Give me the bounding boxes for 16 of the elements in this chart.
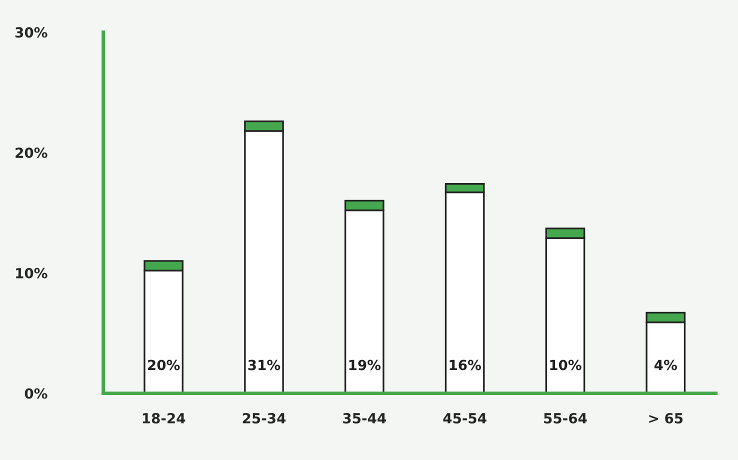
annotation: 10% [550, 360, 582, 370]
annotation: 16% [450, 360, 481, 370]
annotation: 31% [248, 360, 280, 370]
annotation: 19% [349, 360, 381, 370]
y-tick-label: 10% [16, 268, 48, 278]
x-tick-label: 45-54 [443, 413, 486, 424]
y-tick-label: 20% [16, 148, 48, 158]
x-tick-label: 25-34 [242, 412, 286, 424]
annotation: 4% [654, 360, 677, 370]
y-tick-label: 0% [24, 388, 48, 399]
x-tick-label: 35-44 [343, 412, 386, 424]
y-tick-label: 30% [15, 27, 48, 38]
x-tick-label: 18-24 [142, 412, 186, 424]
x-tick-label: 55-64 [544, 413, 587, 424]
annotation: 20% [148, 360, 180, 370]
x-tick-label: > 65 [649, 413, 683, 424]
